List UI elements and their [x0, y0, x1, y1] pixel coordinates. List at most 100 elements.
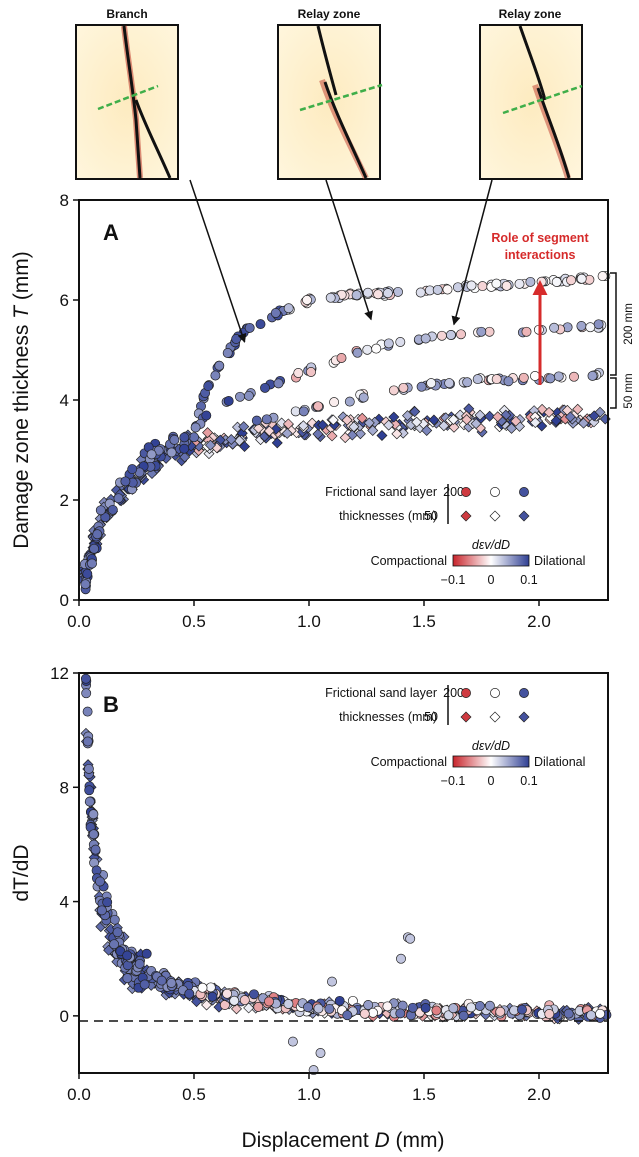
- data-point-circle: [358, 392, 369, 403]
- panel-b-xtick-label: 1.5: [412, 1085, 436, 1104]
- data-point-circle: [569, 371, 579, 382]
- data-point-circle: [82, 736, 93, 747]
- data-point-circle: [201, 410, 212, 421]
- data-point-circle: [203, 381, 214, 392]
- data-point-circle: [362, 344, 373, 355]
- data-point-circle: [253, 1002, 264, 1012]
- data-point-circle: [398, 382, 409, 393]
- legend-b-row-50: 50: [424, 710, 438, 724]
- data-point-circle: [84, 785, 95, 796]
- data-point-diamond: [243, 1002, 255, 1014]
- data-point-circle: [415, 287, 426, 298]
- data-point-diamond: [588, 410, 600, 422]
- data-point-circle: [342, 1010, 353, 1021]
- data-point-circle: [359, 1008, 370, 1019]
- inset-arrows: [189, 179, 493, 343]
- data-point-circle: [80, 673, 91, 684]
- data-point-circle: [362, 287, 373, 298]
- legend-a-dilational: Dilational: [534, 554, 585, 568]
- data-point-circle: [395, 1008, 406, 1019]
- data-point-diamond: [470, 418, 482, 430]
- data-point-circle: [501, 280, 512, 291]
- data-point-circle: [223, 396, 234, 406]
- data-point-circle: [156, 975, 167, 986]
- data-point-circle: [416, 381, 427, 392]
- data-point-diamond: [506, 422, 518, 434]
- data-point-circle: [426, 378, 437, 389]
- data-point-circle: [139, 979, 150, 990]
- legend-a-tick-mid: 0: [488, 573, 495, 587]
- data-point-diamond: [564, 411, 576, 423]
- data-point-outlier: [405, 933, 416, 944]
- data-point-circle: [90, 844, 101, 855]
- data-point-circle: [324, 1003, 335, 1014]
- data-point-diamond: [594, 406, 606, 418]
- data-point-diamond: [238, 421, 250, 433]
- data-point-circle: [442, 284, 453, 295]
- data-point-diamond: [225, 433, 237, 445]
- panel-a-ytick-label: 8: [60, 191, 69, 210]
- data-point-circle: [222, 348, 233, 358]
- data-point-diamond: [348, 421, 360, 433]
- data-point-circle: [576, 321, 587, 331]
- bracket-50-label: 50 mm: [623, 373, 635, 408]
- legend-a-colorbar: [452, 554, 530, 567]
- panel-b-ytick-label: 12: [50, 664, 69, 683]
- data-point-circle: [472, 374, 483, 385]
- data-point-circle: [120, 476, 131, 487]
- data-point-circle: [420, 1003, 431, 1013]
- panel-b-frame: [78, 672, 609, 1074]
- inset-title-3: Relay zone: [499, 7, 562, 21]
- data-point-diamond: [276, 417, 288, 429]
- panel-a-ylabel: Damage zone thickness T (mm): [10, 251, 33, 549]
- data-point-diamond: [578, 417, 590, 429]
- legend-circle-marker: [519, 688, 529, 698]
- legend-circle-marker: [461, 688, 471, 698]
- data-point-circle: [122, 973, 133, 984]
- data-point-circle: [476, 326, 487, 337]
- data-point-circle: [102, 897, 113, 908]
- data-point-circle: [214, 360, 225, 371]
- data-point-circle: [363, 1000, 374, 1010]
- data-point-circle: [593, 319, 604, 330]
- legend-a-title-2: thicknesses (mm): [339, 509, 437, 523]
- panel-a-points: [78, 271, 611, 595]
- legend-b-title-1: Frictional sand layer: [325, 686, 437, 700]
- data-point-circle: [313, 1003, 324, 1014]
- data-point-circle: [189, 432, 199, 443]
- legend-b-compactional: Compactional: [371, 755, 447, 769]
- inset-group: Branch Relay zone Relay zone: [75, 7, 583, 180]
- panel-a-xtick-label: 0.0: [67, 612, 91, 631]
- data-point-circle: [205, 982, 216, 993]
- data-point-circle: [298, 406, 309, 417]
- panel-b-points: [80, 673, 612, 1076]
- data-point-circle: [452, 282, 463, 293]
- data-point-diamond: [363, 417, 375, 429]
- panel-b-ytick-label: 8: [60, 778, 69, 797]
- data-point-diamond: [339, 432, 351, 444]
- data-point-circle: [95, 505, 106, 516]
- data-point-circle: [382, 288, 393, 299]
- data-point-circle: [373, 289, 384, 300]
- data-point-diamond: [346, 429, 358, 441]
- data-point-circle: [112, 927, 123, 938]
- inset-branch: Branch: [75, 7, 179, 180]
- data-point-diamond: [270, 423, 282, 435]
- data-point-circle: [344, 396, 355, 407]
- data-point-circle: [244, 322, 255, 333]
- data-point-circle: [458, 1010, 469, 1021]
- data-point-diamond: [550, 415, 562, 427]
- panel-b-xtick-label: 2.0: [527, 1085, 551, 1104]
- panel-a-xtick-label: 1.5: [412, 612, 436, 631]
- data-point-circle: [586, 1010, 597, 1021]
- data-point-circle: [352, 347, 363, 358]
- data-point-diamond: [510, 415, 522, 427]
- data-point-circle: [306, 367, 316, 377]
- data-point-circle: [169, 434, 180, 445]
- data-point-circle: [109, 939, 120, 950]
- data-point-diamond: [230, 1003, 242, 1015]
- data-point-circle: [303, 1002, 313, 1013]
- data-point-circle: [80, 579, 91, 590]
- data-point-diamond: [454, 409, 466, 421]
- data-point-circle: [249, 989, 259, 1000]
